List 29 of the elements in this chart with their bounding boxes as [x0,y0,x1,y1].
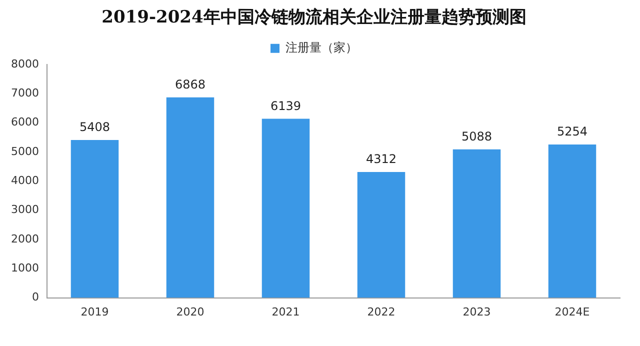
chart-title: 2019-2024年中国冷链物流相关企业注册量趋势预测图 [102,8,526,28]
x-tick-label: 2019 [80,305,109,318]
bar [70,140,119,298]
y-tick-label: 0 [32,290,39,304]
bar [166,97,214,298]
x-tick-label: 2024E [554,305,590,318]
legend-label: 注册量（家） [286,40,358,55]
x-tick-label: 2020 [176,305,204,318]
x-tick-label: 2023 [462,305,491,318]
data-label: 5408 [79,120,110,134]
data-label: 6868 [174,78,206,92]
y-tick-label: 3000 [10,203,39,216]
data-label: 4312 [366,152,397,166]
bar [548,144,596,298]
x-tick-label: 2021 [272,305,300,318]
data-label: 6139 [270,98,302,113]
bar [262,118,310,298]
y-tick-label: 5000 [10,144,39,158]
y-tick-label: 4000 [10,174,39,187]
data-label: 5088 [461,129,492,144]
y-tick-label: 1000 [10,261,39,274]
x-tick-label: 2022 [367,305,396,318]
y-tick-label: 8000 [10,57,39,70]
bar [452,149,501,298]
data-label: 5254 [556,124,588,139]
y-tick-label: 7000 [10,86,39,100]
y-tick-label: 6000 [10,116,39,129]
bar [357,172,406,298]
y-tick-label: 2000 [10,232,39,246]
